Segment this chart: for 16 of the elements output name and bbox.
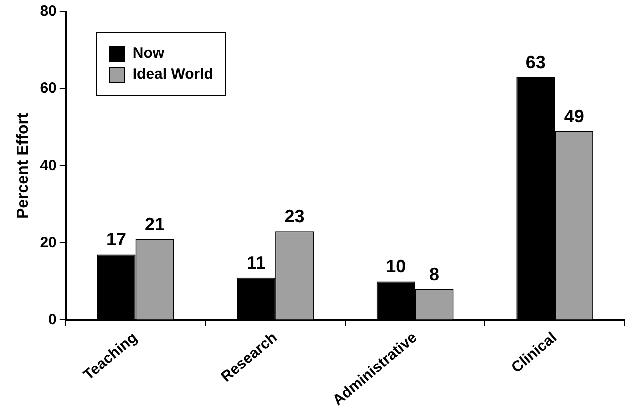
legend-label: Now: [132, 45, 165, 62]
data-label: 21: [144, 214, 166, 234]
data-label: 11: [246, 252, 266, 273]
data-label: 49: [564, 106, 584, 126]
y-tick-label: 0: [48, 311, 57, 328]
y-tick-label: 60: [40, 80, 57, 98]
legend-label: Ideal World: [132, 66, 214, 83]
data-label: 63: [526, 52, 546, 72]
y-tick-label: 20: [40, 234, 57, 252]
data-label: 8: [430, 264, 440, 284]
y-tick-label: 80: [40, 3, 57, 20]
data-label: 23: [284, 206, 305, 227]
y-tick-label: 40: [40, 157, 57, 174]
y-axis-title: Percent Effort: [15, 112, 32, 220]
data-label: 10: [386, 256, 406, 277]
data-label: 17: [106, 230, 127, 250]
